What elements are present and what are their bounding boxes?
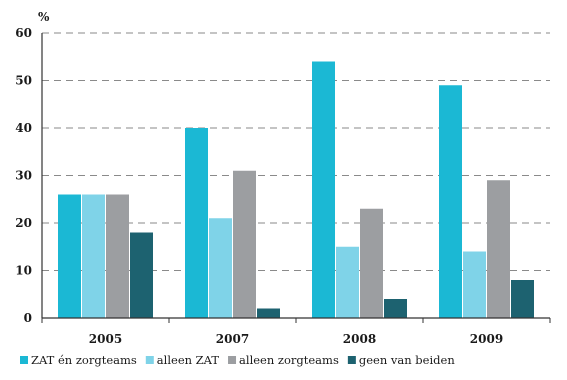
bar	[130, 232, 153, 318]
x-tick-label: 2007	[216, 332, 249, 346]
bar	[58, 194, 81, 318]
bar	[185, 128, 208, 318]
y-tick-label: 40	[15, 121, 32, 135]
bar	[360, 208, 383, 318]
bar	[312, 61, 335, 318]
x-tick-label: 2005	[89, 332, 122, 346]
y-tick-label: 60	[15, 26, 32, 40]
x-tick-label: 2009	[470, 332, 503, 346]
bar	[384, 299, 407, 318]
y-tick-label: 30	[15, 169, 32, 183]
bar	[463, 251, 486, 318]
axes	[41, 33, 551, 323]
y-tick-label: 10	[15, 264, 32, 278]
bar	[439, 85, 462, 318]
bars	[58, 61, 534, 318]
y-tick-labels: 0 10 20 30 40 50 60	[15, 26, 32, 325]
bar	[257, 308, 280, 318]
y-tick-label: 0	[24, 311, 32, 325]
legend-swatch	[20, 356, 28, 364]
y-tick-label: 50	[15, 74, 32, 88]
y-tick-label: 20	[15, 216, 32, 230]
x-tick-labels: 2005 2007 2008 2009	[89, 332, 503, 346]
bar	[106, 194, 129, 318]
x-tick-label: 2008	[343, 332, 376, 346]
y-unit-label: %	[38, 10, 50, 24]
bar	[233, 170, 256, 318]
legend-swatch	[145, 356, 154, 364]
legend: ZAT én zorgteams alleen ZAT alleen zorgtea…	[20, 353, 455, 367]
legend-label: geen van beiden	[359, 353, 455, 367]
bar	[487, 180, 510, 318]
bar	[511, 280, 534, 318]
legend-label: ZAT én zorgteams	[31, 353, 137, 367]
legend-swatch	[347, 356, 356, 364]
legend-label: alleen zorgteams	[239, 353, 339, 367]
bar	[209, 218, 232, 318]
bar	[336, 246, 359, 318]
bar	[82, 194, 105, 318]
legend-label: alleen ZAT	[157, 353, 220, 367]
legend-swatch	[228, 356, 237, 364]
